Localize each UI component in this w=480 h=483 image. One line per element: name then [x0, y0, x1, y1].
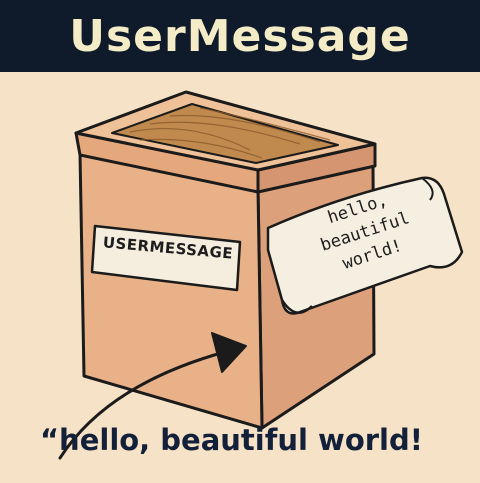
box-label-sticker — [90, 224, 242, 292]
arrow-head — [211, 332, 247, 373]
wood-grain — [129, 107, 331, 159]
lid-wood-panel — [111, 103, 339, 164]
illustration — [58, 90, 464, 460]
arrow-shaft — [58, 346, 242, 460]
caption-text: “hello, beautiful world! — [40, 423, 423, 457]
title-banner: UserMessage — [0, 0, 480, 72]
banner-title: UserMessage — [69, 10, 411, 62]
